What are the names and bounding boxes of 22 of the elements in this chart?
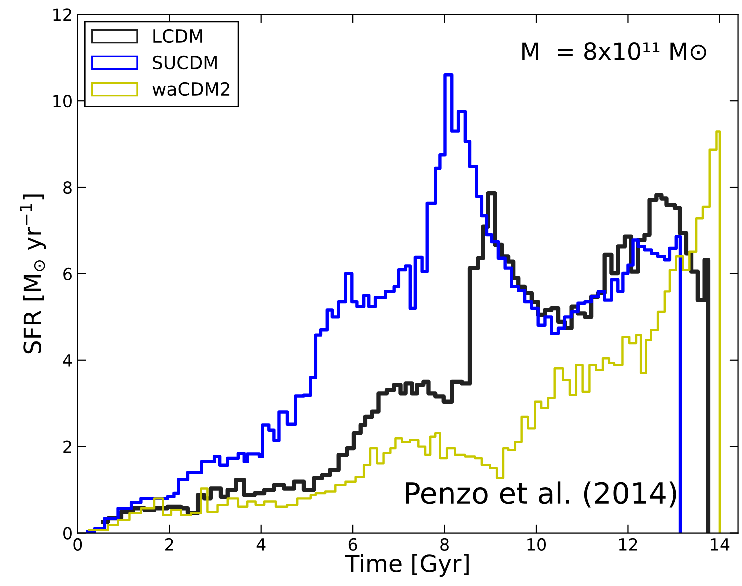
x-tick-label: 10 [528,538,546,552]
x-tick-label: 8 [440,538,449,552]
y-tick-label: 6 [64,268,72,281]
legend-label: LCDM [154,29,202,44]
x-axis-title: Time [Gyr] [345,554,469,578]
y-tick-label: 8 [64,181,72,194]
x-tick-label: 6 [348,538,358,552]
x-tick-label: 12 [619,538,638,551]
x-tick-label: 4 [256,538,266,551]
y-axis-title: SFR [M$_{⊙}$ yr$^{−1}$] [20,194,46,354]
x-tick-label: 0 [74,538,82,552]
legend-label: waCDM2 [152,82,230,96]
y-tick-label: 0 [64,527,72,540]
x-tick-label: 2 [166,538,174,551]
y-tick-label: 12 [54,8,72,21]
annotation: M = 8x10¹¹ M⊙ [522,42,706,60]
y-tick-label: 2 [64,440,72,454]
annotation: Penzo et al. (2014) [406,482,676,508]
legend-label: SUCDM [153,56,217,70]
y-tick-label: 10 [54,95,72,108]
y-tick-label: 4 [63,354,72,367]
x-tick-label: 14 [711,538,730,551]
